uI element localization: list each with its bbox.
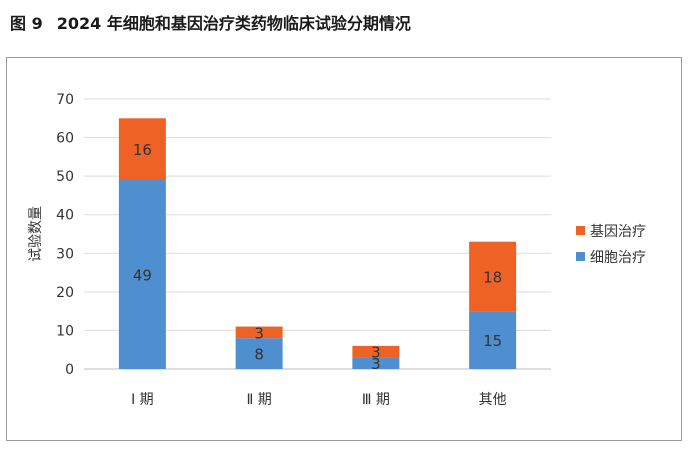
bar-segment bbox=[235, 326, 283, 339]
bar-segment bbox=[352, 357, 400, 369]
x-tick-label: Ⅱ 期 bbox=[246, 392, 271, 408]
x-axis-labels: Ⅰ 期 Ⅱ 期 Ⅲ 期 其他 bbox=[131, 392, 507, 408]
x-tick-label: Ⅲ 期 bbox=[362, 392, 390, 408]
bars bbox=[118, 118, 517, 369]
y-tick-label: 40 bbox=[56, 208, 74, 224]
legend-label: 细胞治疗 bbox=[590, 250, 646, 266]
y-tick-label: 60 bbox=[56, 131, 74, 147]
figure-title-text: 2024 年细胞和基因治疗类药物临床试验分期情况 bbox=[56, 14, 411, 33]
data-label: 15 bbox=[483, 332, 502, 350]
y-tick-label: 50 bbox=[56, 169, 74, 185]
x-tick-label: Ⅰ 期 bbox=[131, 392, 154, 408]
data-label: 49 bbox=[133, 267, 152, 285]
y-tick-label: 20 bbox=[56, 285, 74, 301]
y-tick-label: 10 bbox=[56, 323, 74, 339]
y-tick-label: 30 bbox=[56, 246, 74, 262]
legend-swatch bbox=[576, 226, 585, 235]
y-tick-label: 0 bbox=[65, 362, 74, 378]
figure-number: 图 9 bbox=[10, 14, 43, 33]
bar-segment bbox=[469, 241, 517, 312]
figure-title: 图 9 2024 年细胞和基因治疗类药物临床试验分期情况 bbox=[10, 10, 411, 34]
y-axis-label: 试验数量 bbox=[28, 206, 44, 262]
chart-frame bbox=[6, 57, 682, 441]
bar-segment bbox=[235, 338, 283, 369]
data-label: 3 bbox=[371, 344, 381, 362]
data-label: 18 bbox=[483, 268, 502, 286]
x-tick-label: 其他 bbox=[479, 392, 507, 408]
bar-segment bbox=[118, 180, 166, 369]
data-label: 16 bbox=[133, 141, 152, 159]
data-label: 3 bbox=[254, 324, 264, 342]
bar-segment bbox=[352, 345, 400, 358]
bar-segment bbox=[469, 311, 517, 369]
legend-swatch bbox=[576, 252, 585, 261]
legend-label: 基因治疗 bbox=[590, 223, 646, 240]
y-tick-label: 70 bbox=[56, 92, 74, 108]
bar-segment bbox=[118, 118, 166, 180]
data-label: 3 bbox=[371, 355, 381, 373]
y-axis-ticks: 0 10 20 30 40 50 60 70 bbox=[56, 92, 74, 378]
data-label: 8 bbox=[254, 346, 264, 364]
